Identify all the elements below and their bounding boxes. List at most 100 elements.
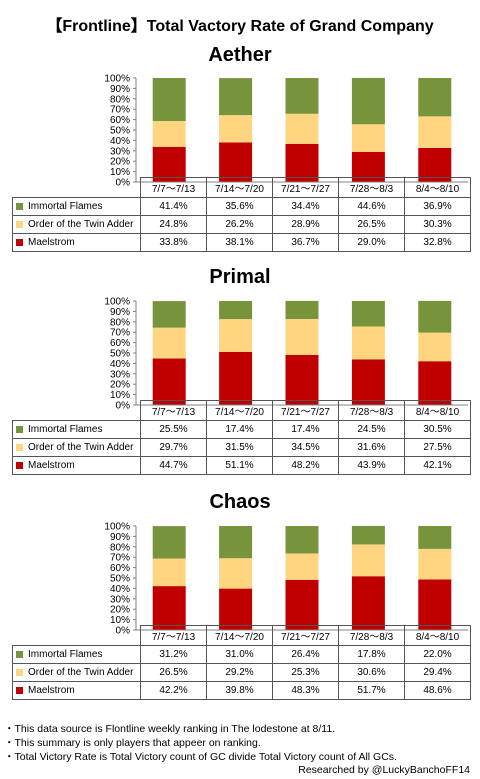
bar-twin-adder	[418, 548, 452, 580]
y-tick-label: 60%	[110, 338, 130, 349]
series-name: Order of the Twin Adder	[28, 667, 134, 678]
page-title: 【Frontline】Total Vactory Rate of Grand C…	[46, 18, 434, 35]
bar-maelstrom	[418, 147, 452, 182]
table-row-maelstrom: Maelstrom 42.2% 39.8% 48.3% 51.7% 48.6%	[12, 681, 471, 700]
bar-immortal-flames	[418, 300, 452, 333]
bar-twin-adder	[285, 113, 319, 144]
data-label: 24.8%	[140, 215, 207, 234]
bar-maelstrom	[219, 142, 253, 182]
data-label: 36.9%	[404, 197, 471, 216]
y-tick-label: 10%	[110, 390, 130, 401]
table-row-immortal-flames: Immortal Flames 31.2% 31.0% 26.4% 17.8% …	[12, 645, 471, 664]
data-label: 29.2%	[206, 663, 273, 682]
footnote: ・This data source is Flontline weekly ra…	[4, 723, 336, 735]
data-label: 26.4%	[272, 645, 339, 664]
data-label: 51.7%	[338, 681, 405, 700]
chart-panel-chaos: Chaos 0% 10% 20% 30% 40% 50% 60% 70% 80% 90% 100% …	[0, 491, 480, 701]
legend-swatch-immortal-flames	[16, 425, 23, 433]
y-tick-label: 0%	[116, 178, 131, 189]
series-name: Immortal Flames	[28, 649, 103, 660]
bar-twin-adder	[285, 318, 319, 355]
bar-maelstrom	[285, 354, 319, 405]
y-tick-label: 70%	[110, 553, 130, 564]
bar-immortal-flames	[219, 78, 253, 116]
bar-twin-adder	[152, 558, 186, 587]
data-label: 30.5%	[404, 420, 471, 439]
bar-immortal-flames	[219, 301, 253, 320]
bar-maelstrom	[285, 579, 319, 630]
bar-twin-adder	[418, 332, 452, 362]
bar-maelstrom	[351, 359, 385, 405]
bar-immortal-flames	[351, 525, 385, 545]
category-label: 8/4～8/10	[404, 177, 471, 198]
data-table: 7/7～7/13 7/14～7/20 7/21～7/27 7/28～8/3 8/…	[12, 400, 471, 475]
footnotes: ・This data source is Flontline weekly ra…	[4, 722, 476, 764]
table-header-row: 7/7～7/13 7/14～7/20 7/21～7/27 7/28～8/3 8/…	[13, 177, 471, 198]
data-label: 17.4%	[206, 420, 273, 439]
data-label: 22.0%	[404, 645, 471, 664]
y-tick-label: 100%	[104, 522, 130, 533]
bar-maelstrom	[351, 576, 385, 630]
data-label: 41.4%	[140, 197, 207, 216]
bar-immortal-flames	[152, 78, 186, 122]
stacked-bar-plot: 0% 10% 20% 30% 40% 50% 60% 70% 80% 90% 100%	[0, 295, 480, 411]
legend-swatch-immortal-flames	[16, 650, 23, 658]
data-label: 30.3%	[404, 215, 471, 234]
data-table: 7/7～7/13 7/14～7/20 7/21～7/27 7/28～8/3 8/…	[12, 625, 471, 700]
legend-swatch-maelstrom	[16, 461, 23, 469]
bar-maelstrom	[219, 588, 253, 630]
bar-maelstrom	[351, 151, 385, 182]
y-tick-label: 10%	[110, 615, 130, 626]
category-label: 7/7～7/13	[140, 177, 207, 198]
bar-twin-adder	[219, 558, 253, 589]
y-tick-label: 10%	[110, 167, 130, 178]
bar-maelstrom	[418, 361, 452, 405]
y-tick-label: 100%	[104, 74, 130, 85]
data-label: 36.7%	[272, 233, 339, 252]
category-label: 7/14～7/20	[206, 625, 273, 646]
category-label: 7/21～7/27	[272, 400, 339, 421]
data-label: 24.5%	[338, 420, 405, 439]
y-tick-label: 50%	[110, 349, 130, 360]
chart-panel-primal: Primal 0% 10% 20% 30% 40% 50% 60% 70% 80% 90% 100%…	[0, 266, 480, 476]
data-table: 7/7～7/13 7/14～7/20 7/21～7/27 7/28～8/3 8/…	[12, 177, 471, 252]
data-label: 42.1%	[404, 456, 471, 475]
series-name: Order of the Twin Adder	[28, 442, 134, 453]
chart-panel-aether: Aether 0% 10% 20% 30% 40% 50% 60% 70% 80% 90% 100%…	[0, 44, 480, 254]
bar-immortal-flames	[219, 526, 253, 559]
footnote: ・Total Victory Rate is Total Victory cou…	[4, 751, 397, 763]
bar-twin-adder	[351, 326, 385, 360]
bar-twin-adder	[351, 544, 385, 577]
stacked-bar-plot: 0% 10% 20% 30% 40% 50% 60% 70% 80% 90% 100%	[0, 520, 480, 636]
data-label: 29.4%	[404, 663, 471, 682]
data-label: 48.3%	[272, 681, 339, 700]
y-tick-label: 70%	[110, 328, 130, 339]
chart-svg: 0%10%20%30%40%50%60%70%80%90%100%	[104, 74, 468, 189]
series-name: Maelstrom	[28, 685, 75, 696]
data-label: 26.5%	[338, 215, 405, 234]
y-tick-label: 90%	[110, 307, 130, 318]
bar-immortal-flames	[418, 526, 452, 549]
data-label: 31.2%	[140, 645, 207, 664]
category-label: 7/14～7/20	[206, 177, 273, 198]
table-row-immortal-flames: Immortal Flames 41.4% 35.6% 34.4% 44.6% …	[12, 197, 471, 216]
y-tick-label: 70%	[110, 105, 130, 116]
y-tick-label: 90%	[110, 84, 130, 95]
stacked-bar-plot: 0% 10% 20% 30% 40% 50% 60% 70% 80% 90% 100%	[0, 72, 480, 188]
category-label: 7/28～8/3	[338, 400, 405, 421]
y-tick-label: 80%	[110, 542, 130, 553]
y-tick-label: 50%	[110, 126, 130, 137]
y-tick-label: 60%	[110, 563, 130, 574]
y-tick-label: 50%	[110, 574, 130, 585]
y-tick-label: 40%	[110, 359, 130, 370]
table-header-row: 7/7～7/13 7/14～7/20 7/21～7/27 7/28～8/3 8/…	[13, 625, 471, 646]
y-tick-label: 80%	[110, 94, 130, 105]
table-row-maelstrom: Maelstrom 33.8% 38.1% 36.7% 29.0% 32.8%	[12, 233, 471, 252]
data-label: 35.6%	[206, 197, 273, 216]
bar-immortal-flames	[285, 300, 319, 319]
data-label: 25.5%	[140, 420, 207, 439]
category-label: 7/28～8/3	[338, 177, 405, 198]
category-label: 7/21～7/27	[272, 177, 339, 198]
category-label: 7/21～7/27	[272, 625, 339, 646]
data-label: 32.8%	[404, 233, 471, 252]
